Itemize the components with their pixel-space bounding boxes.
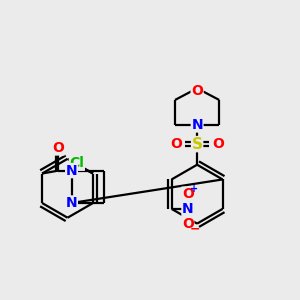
Text: N: N xyxy=(182,202,194,216)
Text: N: N xyxy=(66,196,77,210)
Text: O: O xyxy=(212,137,224,151)
Text: −: − xyxy=(190,222,200,236)
Text: O: O xyxy=(171,137,182,151)
Text: O: O xyxy=(182,217,194,231)
Text: O: O xyxy=(52,141,64,155)
Text: +: + xyxy=(190,184,198,194)
Text: O: O xyxy=(191,84,203,98)
Text: N: N xyxy=(191,118,203,132)
Text: S: S xyxy=(192,136,203,152)
Text: Cl: Cl xyxy=(69,156,84,170)
Text: O: O xyxy=(182,187,194,201)
Text: N: N xyxy=(66,164,77,178)
